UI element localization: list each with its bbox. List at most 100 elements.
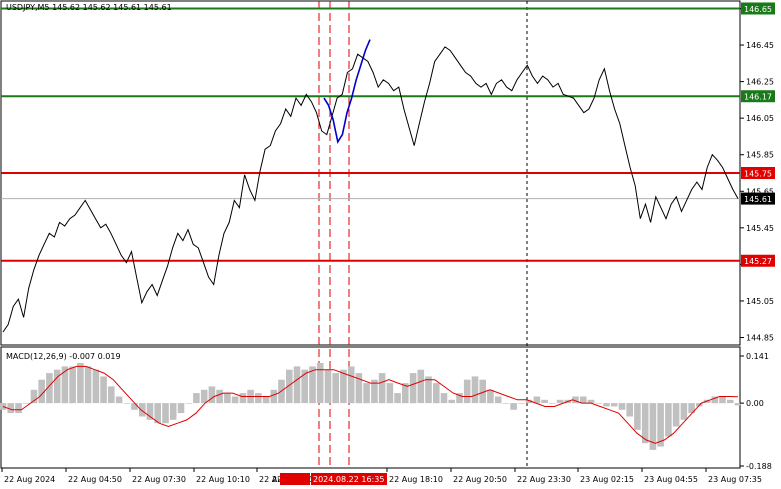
y-axis-ticks: 146.45 146.25 146.05 145.85 145.65 145.45 145.… — [740, 7, 774, 471]
macd-bar — [7, 403, 14, 414]
level-badge — [741, 167, 775, 179]
macd-bar — [231, 396, 239, 404]
level-badge-label: 145.75 — [744, 170, 772, 179]
x-tick-label: 22 Aug 20:50 — [453, 475, 507, 484]
macd-bar — [131, 403, 138, 410]
macd-y-tick-label: 0.141 — [746, 352, 769, 361]
macd-bar — [216, 389, 223, 404]
macd-bar — [425, 376, 432, 404]
y-tick-label: 145.05 — [746, 297, 774, 306]
macd-bar — [355, 373, 363, 404]
macd-bar — [146, 403, 154, 420]
macd-bar — [154, 403, 161, 424]
y-tick-label: 145.45 — [746, 224, 774, 233]
x-tick-label: 22 Aug 10:10 — [196, 475, 250, 484]
macd-bar — [409, 373, 417, 404]
macd-bar — [115, 396, 123, 404]
macd-bar — [463, 379, 471, 404]
highlight-segment-line — [323, 39, 371, 144]
macd-header: MACD(12,26,9) -0.007 0.019 — [6, 352, 121, 361]
macd-bar — [38, 379, 45, 404]
macd-bar — [525, 399, 533, 404]
level-badge-label: 146.17 — [744, 93, 772, 102]
x-tick-label: 22 Aug 2024 — [4, 475, 55, 484]
macd-bar — [22, 403, 30, 404]
level-badges: 146.65 146.17 145.75 145.27 145.61 — [741, 2, 775, 267]
macd-bar — [293, 366, 301, 404]
macd-bar — [549, 403, 556, 404]
macd-bar — [84, 366, 92, 404]
macd-bar — [580, 396, 587, 404]
macd-bar — [719, 396, 726, 404]
macd-bar — [46, 373, 53, 404]
macd-bar — [587, 399, 595, 404]
macd-bar — [688, 403, 695, 414]
current-price-badge — [741, 192, 775, 205]
x-tick-label: 22 Aug 07:30 — [132, 475, 186, 484]
x-axis-ticks: 22 Aug 2024 22 Aug 04:50 22 Aug 07:30 22 Au… — [1, 468, 762, 485]
macd-bar — [193, 393, 200, 404]
macd-bar — [502, 403, 510, 404]
macd-bar — [185, 403, 192, 404]
macd-bar — [448, 399, 455, 404]
time-badge — [311, 473, 387, 485]
macd-bar — [711, 396, 719, 404]
y-tick-label: 144.85 — [746, 334, 774, 343]
macd-bar — [479, 379, 486, 404]
macd-bar — [208, 386, 216, 404]
macd-bar — [92, 369, 100, 404]
macd-y-tick-label: 0.00 — [746, 399, 764, 408]
level-badge-label: 146.65 — [744, 5, 772, 14]
macd-bar — [286, 369, 293, 404]
macd-bar — [603, 403, 610, 407]
macd-bar — [177, 403, 185, 414]
y-tick-label: 146.25 — [746, 78, 774, 87]
macd-bar — [402, 383, 409, 404]
macd-bar — [626, 403, 633, 417]
macd-bar — [363, 383, 370, 404]
macd-bar — [680, 403, 688, 420]
macd-bar — [162, 403, 169, 424]
macd-bar — [371, 379, 378, 404]
macd-bar — [123, 403, 131, 404]
macd-bar — [15, 403, 22, 414]
macd-bar — [641, 403, 649, 444]
macd-bar — [471, 376, 479, 404]
macd-bar — [262, 396, 270, 404]
macd-bar — [332, 373, 339, 404]
macd-bar — [487, 389, 494, 404]
macd-bar — [77, 363, 84, 404]
series-lines — [2, 39, 739, 444]
macd-bar — [541, 399, 548, 404]
symbol-header: USDJPY,M5 145.62 145.62 145.61 145.61 — [6, 3, 172, 12]
time-badge-label: 2024.08.22 16:35 — [313, 475, 384, 484]
price-line — [2, 46, 739, 333]
level-badge — [741, 2, 775, 15]
macd-bar — [417, 369, 425, 404]
macd-y-tick-label: -0.188 — [746, 462, 772, 471]
macd-bar — [61, 366, 69, 404]
current-price-label: 145.61 — [744, 195, 772, 204]
macd-bar — [634, 403, 641, 430]
macd-bar — [53, 369, 61, 404]
y-tick-label: 146.05 — [746, 114, 774, 123]
macd-bar — [610, 403, 618, 407]
time-badge-partial — [280, 473, 310, 485]
macd-bar — [440, 393, 448, 404]
level-badge-label: 145.27 — [744, 257, 772, 266]
macd-bar — [433, 383, 440, 404]
macd-bar — [618, 403, 626, 410]
macd-bar — [378, 373, 386, 404]
macd-bar — [324, 369, 332, 404]
macd-bar — [394, 393, 401, 404]
x-tick-label: 23 Aug 02:15 — [580, 475, 634, 484]
y-tick-label: 146.45 — [746, 41, 774, 50]
signal-line — [2, 365, 739, 444]
x-tick-label: 22 Aug 23:30 — [517, 475, 571, 484]
macd-bar — [456, 393, 463, 404]
macd-bar — [510, 403, 517, 410]
macd-bar — [255, 393, 262, 404]
x-tick-label: 22 Aug 18:10 — [389, 475, 443, 484]
x-tick-label: 23 Aug 07:35 — [708, 475, 762, 484]
